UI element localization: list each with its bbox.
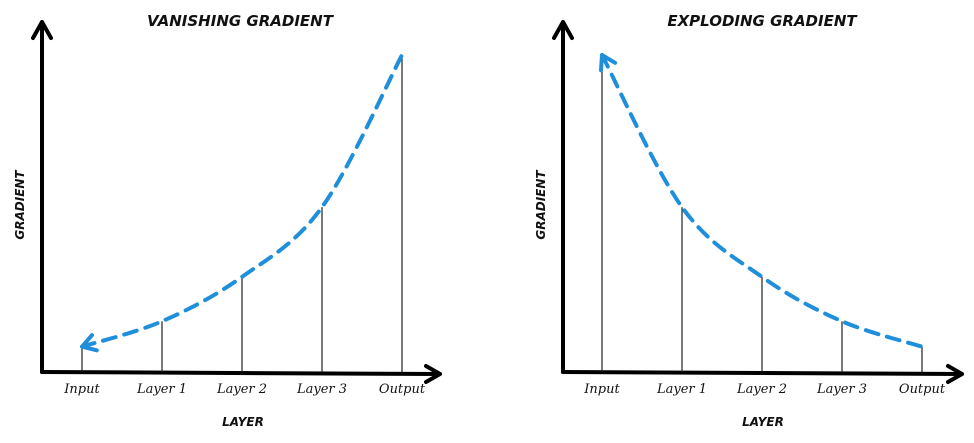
y-axis-label: GRADIENT — [13, 170, 27, 240]
tick-label-layer-3: Layer 3 — [816, 382, 867, 397]
tick-label-layer-1: Layer 1 — [656, 382, 707, 397]
y-axis-label: GRADIENT — [534, 170, 548, 240]
tick-label-output: Output — [899, 382, 946, 397]
drop-lines — [601, 55, 923, 372]
x-axis — [561, 364, 964, 384]
gradient-curve — [80, 53, 404, 349]
y-axis — [31, 20, 53, 374]
x-axis-label: LAYER — [742, 415, 784, 429]
tick-label-layer-2: Layer 2 — [736, 382, 787, 397]
x-axis — [40, 364, 442, 384]
chart-title: VANISHING GRADIENT — [147, 12, 335, 30]
tick-label-layer-3: Layer 3 — [296, 382, 347, 397]
tick-label-layer-2: Layer 2 — [216, 382, 267, 397]
tick-labels: Input Layer 1 Layer 2 Layer 3 Output — [63, 382, 426, 397]
tick-labels: Input Layer 1 Layer 2 Layer 3 Output — [583, 382, 946, 397]
tick-label-output: Output — [379, 382, 426, 397]
tick-label-input: Input — [63, 382, 100, 397]
tick-label-layer-1: Layer 1 — [136, 382, 187, 397]
chart-title: EXPLODING GRADIENT — [667, 12, 858, 30]
exploding-gradient-panel: EXPLODING GRADIENT GRADIENT LAYER Input … — [534, 12, 964, 429]
x-axis-label: LAYER — [222, 415, 264, 429]
vanishing-gradient-panel: VANISHING GRADIENT GRADIENT LAYER Input … — [13, 12, 442, 429]
tick-label-input: Input — [583, 382, 620, 397]
curve-arrow-head — [599, 53, 618, 73]
y-axis — [552, 20, 574, 374]
gradient-curve — [600, 53, 924, 349]
drop-lines — [81, 55, 403, 372]
curve-arrow-head — [80, 333, 99, 353]
